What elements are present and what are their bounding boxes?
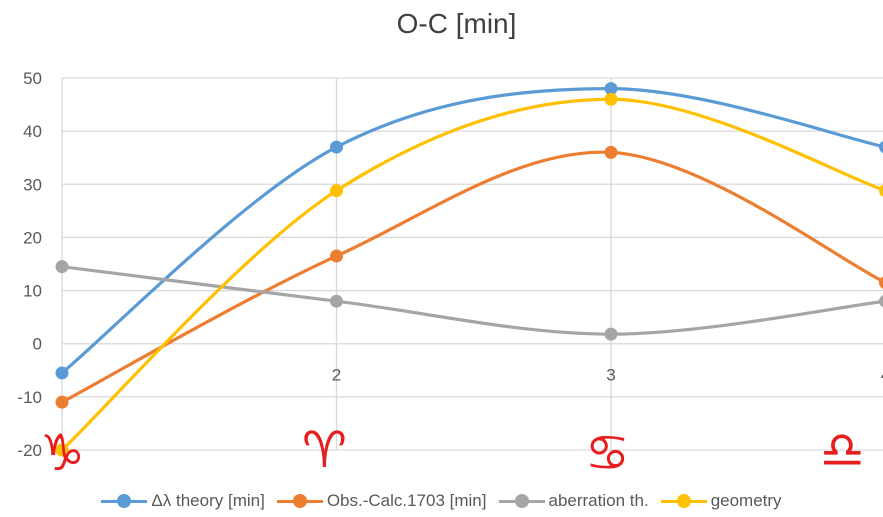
zodiac-sign-label: ♑	[40, 424, 85, 482]
legend-swatch	[276, 494, 323, 508]
y-tick-label: 50	[23, 69, 42, 88]
zodiac-sign-label: ♋	[585, 424, 630, 482]
zodiac-sign-label: ♈	[302, 421, 347, 479]
data-point-3	[330, 184, 343, 198]
data-point-3	[604, 92, 618, 106]
legend-entry: aberration th.	[498, 491, 649, 511]
legend-swatch	[101, 494, 148, 508]
legend-label: aberration th.	[548, 491, 649, 510]
zodiac-sign-label: ♎	[820, 421, 865, 479]
series-line-2	[60, 265, 883, 336]
legend-label: geometry	[710, 491, 782, 510]
legend-label: Δλ theory [min]	[151, 491, 265, 510]
y-tick-label: -10	[17, 388, 42, 407]
series-line-0	[60, 87, 883, 375]
legend-entry: geometry	[660, 491, 782, 511]
y-tick-label: 40	[23, 122, 42, 141]
data-point-0	[55, 366, 69, 380]
y-tick-label: 0	[33, 335, 42, 354]
data-point-1	[55, 395, 69, 409]
y-tick-label: 10	[23, 282, 42, 301]
data-point-1	[330, 249, 343, 263]
data-point-1	[879, 276, 883, 289]
y-tick-label: 30	[23, 175, 42, 194]
x-tick-label: 2	[332, 366, 341, 385]
legend-entry: Obs.-Calc.1703 [min]	[276, 491, 487, 511]
data-point-2	[604, 327, 618, 341]
x-tick-label: 3	[606, 366, 615, 385]
chart-legend: Δλ theory [min] Obs.-Calc.1703 [min] aberr…	[0, 488, 883, 514]
data-point-2	[55, 260, 69, 274]
y-tick-label: 20	[23, 228, 42, 247]
data-point-3	[879, 184, 883, 197]
data-point-0	[879, 141, 883, 154]
data-point-0	[604, 82, 618, 96]
data-point-2	[879, 295, 883, 308]
data-point-1	[604, 145, 618, 159]
y-tick-label: -20	[17, 441, 42, 460]
legend-swatch	[498, 494, 545, 508]
data-point-0	[330, 140, 343, 154]
legend-entry: Δλ theory [min]	[101, 491, 265, 511]
data-point-3	[55, 443, 69, 457]
legend-label: Obs.-Calc.1703 [min]	[326, 491, 487, 510]
x-tick-label: 4	[881, 366, 883, 385]
chart-title: O-C [min]	[396, 8, 517, 39]
series-line-3	[60, 97, 883, 452]
data-point-2	[330, 294, 343, 308]
series-line-1	[60, 150, 883, 404]
legend-swatch	[660, 494, 707, 508]
